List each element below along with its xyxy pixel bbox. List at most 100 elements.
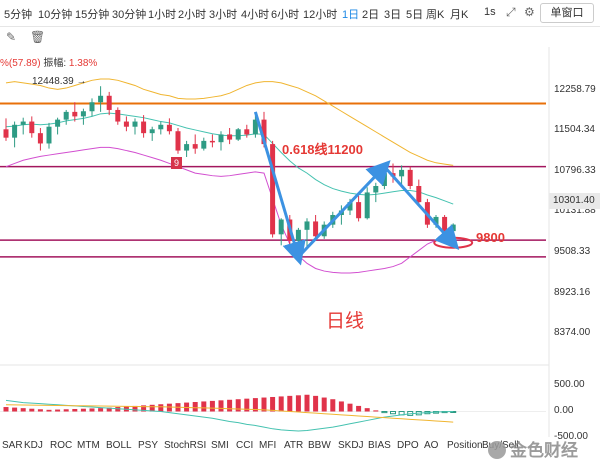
macd-bar-25	[218, 400, 224, 412]
macd-bar-3	[29, 408, 35, 412]
indicator-8[interactable]: CCI	[236, 440, 254, 451]
candlestick-chart[interactable]	[0, 47, 600, 437]
macd-bar-13	[115, 407, 121, 412]
candle-body-17	[149, 129, 155, 134]
indicator-15[interactable]: AO	[424, 440, 439, 451]
chart-tools: ✎ 🗑	[0, 27, 600, 47]
signal-marker: 9	[171, 157, 182, 169]
candle-body-52	[450, 224, 456, 232]
indicator-4[interactable]: BOLL	[106, 440, 132, 451]
candle-body-25	[218, 134, 224, 143]
indicator-0[interactable]: SAR	[2, 440, 23, 451]
candle-body-6	[55, 119, 61, 127]
candle-body-46	[399, 169, 405, 177]
single-window-button[interactable]: 单窗口	[540, 3, 594, 23]
candle-body-36	[313, 221, 319, 237]
tab-15[interactable]: 月K	[450, 9, 469, 21]
tab-14[interactable]: 周K	[426, 9, 445, 21]
macd-bar-40	[347, 403, 353, 412]
ma-line	[5, 112, 454, 205]
tab-6[interactable]: 3小时	[209, 9, 238, 21]
macd-bar-28	[244, 398, 250, 412]
upper-band-line	[5, 78, 454, 166]
tab-2[interactable]: 15分钟	[75, 9, 110, 21]
macd-bar-39	[338, 401, 344, 412]
gear-icon[interactable]: ⚙	[524, 5, 535, 19]
tab-12[interactable]: 3日	[384, 9, 402, 21]
logo-icon	[488, 441, 506, 459]
indicator-13[interactable]: BIAS	[368, 440, 391, 451]
macd-bar-22	[192, 402, 198, 412]
trend-arrow-1	[297, 160, 391, 258]
macd-bar-29	[252, 398, 258, 412]
tab-11[interactable]: 2日	[362, 9, 380, 21]
support-annotation: 9800	[476, 230, 505, 245]
indicator-1[interactable]: KDJ	[24, 440, 43, 451]
candle-body-42	[364, 192, 370, 219]
indicator-12[interactable]: SKDJ	[338, 440, 364, 451]
tab-3[interactable]: 30分钟	[112, 9, 147, 21]
expand-icon[interactable]: ⤢	[506, 5, 516, 19]
macd-bar-30	[261, 397, 267, 412]
y-axis-label-3: 10131.88	[554, 205, 596, 216]
macd-bar-44	[381, 411, 388, 414]
candle-body-44	[381, 173, 387, 186]
fib-annotation: 0.618线11200	[282, 142, 363, 157]
macd-bar-34	[295, 395, 301, 412]
macd-bar-32	[278, 396, 284, 412]
tab-9[interactable]: 12小时	[303, 9, 338, 21]
lower-band-line	[5, 146, 454, 274]
indicator-5[interactable]: PSY	[138, 440, 159, 451]
tab-7[interactable]: 4小时	[241, 9, 270, 21]
watermark: 金色财经	[488, 436, 578, 461]
current-price-badge: 10301.40	[549, 193, 600, 209]
y-axis-label-6: 8374.00	[554, 327, 591, 338]
y-axis-label-7: 500.00	[554, 379, 585, 390]
tab-4[interactable]: 1小时	[148, 9, 177, 21]
y-axis-label-4: 9508.33	[554, 246, 591, 257]
trash-icon[interactable]: 🗑	[30, 30, 46, 44]
macd-bar-31	[270, 396, 276, 412]
trend-arrow-2	[383, 165, 460, 251]
macd-bar-12	[106, 407, 112, 412]
candle-body-26	[227, 134, 233, 140]
indicator-14[interactable]: DPO	[397, 440, 419, 451]
candle-body-20	[175, 131, 181, 151]
tab-10[interactable]: 1日	[342, 9, 360, 21]
candle-body-19	[166, 124, 172, 132]
indicator-11[interactable]: BBW	[308, 440, 331, 451]
candle-body-23	[201, 140, 207, 149]
tab-13[interactable]: 5日	[406, 9, 424, 21]
indicator-7[interactable]: SMI	[211, 440, 229, 451]
macd-bar-4	[37, 409, 43, 412]
macd-bar-16	[141, 405, 147, 412]
candle-body-41	[356, 202, 362, 219]
draw-tool-icon[interactable]: ✎	[6, 30, 17, 44]
candle-body-30	[261, 119, 267, 145]
candle-body-40	[347, 202, 353, 211]
amplitude-value: 1.38%	[68, 58, 98, 69]
candle-body-24	[209, 140, 215, 143]
tab-1[interactable]: 10分钟	[38, 9, 73, 21]
candle-body-14	[123, 121, 129, 127]
y-axis-label-8: 0.00	[554, 405, 574, 416]
candle-body-1	[12, 124, 18, 138]
indicator-2[interactable]: ROC	[50, 440, 73, 451]
candle-body-7	[63, 111, 69, 120]
indicator-10[interactable]: ATR	[284, 440, 304, 451]
candle-body-3	[29, 121, 35, 134]
indicator-3[interactable]: MTM	[77, 440, 100, 451]
candle-body-47	[407, 169, 413, 186]
candle-body-9	[80, 111, 86, 117]
indicator-6[interactable]: StochRSI	[164, 440, 207, 451]
candle-body-18	[158, 124, 164, 130]
macd-bar-0	[3, 407, 9, 412]
tab-0[interactable]: 5分钟	[4, 9, 33, 21]
indicator-16[interactable]: Position	[447, 440, 483, 451]
indicator-9[interactable]: MFI	[259, 440, 277, 451]
y-axis-label-9: -500.00	[554, 431, 588, 442]
tab-8[interactable]: 6小时	[271, 9, 300, 21]
macd-bar-11	[98, 408, 104, 412]
tab-5[interactable]: 2小时	[178, 9, 207, 21]
seconds-interval[interactable]: 1s	[484, 6, 496, 18]
